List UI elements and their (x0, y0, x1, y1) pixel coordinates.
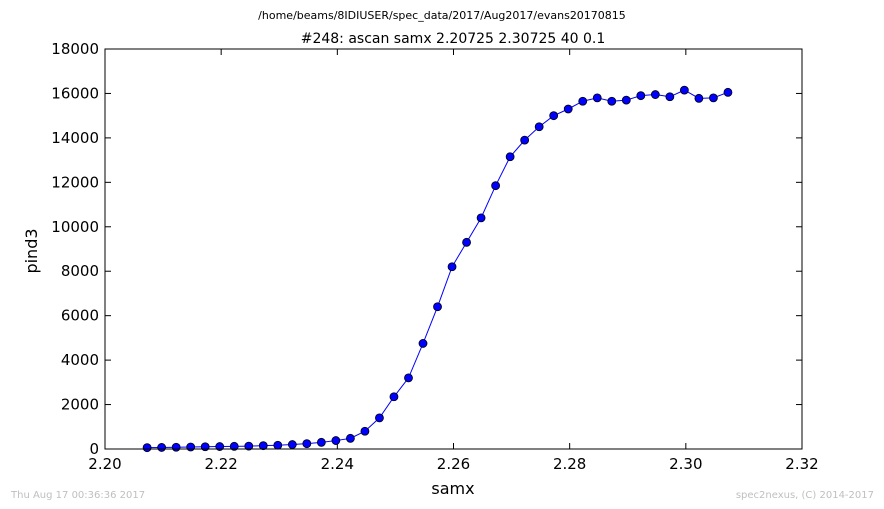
data-point-32 (607, 96, 617, 106)
data-point-24 (491, 181, 501, 191)
data-point-33 (621, 95, 631, 105)
data-point-8 (258, 441, 268, 451)
y-tick-label: 6000 (61, 307, 99, 325)
data-point-25 (505, 152, 515, 162)
data-point-9 (273, 440, 283, 450)
x-tick-label: 2.20 (88, 455, 121, 473)
data-point-11 (302, 439, 312, 449)
data-point-4 (200, 442, 210, 452)
data-point-23 (476, 213, 486, 223)
y-tick-label: 14000 (51, 129, 99, 147)
plot-frame (104, 48, 803, 450)
data-point-27 (534, 122, 544, 132)
data-point-39 (709, 93, 718, 103)
data-point-10 (287, 440, 297, 449)
y-tick-label: 10000 (51, 218, 99, 236)
footer-credit: spec2nexus, (C) 2014-2017 (735, 490, 874, 501)
data-point-40 (723, 87, 733, 97)
data-point-14 (346, 433, 355, 443)
chart-suptitle: /home/beams/8IDIUSER/spec_data/2017/Aug2… (258, 9, 626, 22)
data-point-19 (418, 339, 428, 348)
data-point-0 (142, 443, 152, 453)
data-point-20 (433, 302, 442, 312)
data-point-38 (694, 93, 704, 103)
x-axis-label: samx (431, 479, 474, 498)
plot-area: 2.20 2.22 2.24 2.26 2.28 2.30 2.32 0 2000 4000 600… (51, 40, 818, 473)
x-tick-label: 2.30 (669, 455, 702, 473)
data-point-21 (447, 262, 457, 272)
data-point-22 (462, 237, 471, 247)
data-point-16 (375, 413, 384, 423)
y-tick-label: 0 (89, 440, 99, 458)
data-point-35 (650, 90, 660, 99)
data-point-29 (563, 104, 573, 114)
data-point-37 (679, 85, 689, 95)
x-tick-label: 2.28 (553, 455, 586, 473)
y-tick-label: 2000 (61, 396, 99, 414)
data-point-3 (186, 442, 196, 452)
data-point-17 (389, 392, 399, 402)
data-point-12 (316, 437, 326, 447)
data-point-34 (636, 91, 646, 101)
data-point-2 (171, 442, 181, 452)
data-point-6 (229, 441, 239, 451)
x-tick-label: 2.24 (321, 455, 354, 473)
data-point-13 (331, 436, 341, 445)
data-point-1 (157, 443, 167, 452)
data-point-26 (520, 135, 530, 145)
data-point-7 (244, 441, 254, 451)
chart-title: #248: ascan samx 2.20725 2.30725 40 0.1 (301, 31, 606, 47)
y-tick-label: 8000 (61, 262, 99, 280)
data-point-18 (404, 373, 413, 383)
y-tick-label: 12000 (51, 173, 99, 191)
y-tick-label: 4000 (61, 351, 99, 369)
data-point-15 (360, 426, 370, 436)
footer-timestamp: Thu Aug 17 00:36:36 2017 (11, 490, 146, 501)
x-tick-label: 2.22 (204, 455, 237, 473)
y-axis-label: pind3 (22, 228, 41, 273)
y-tick-label: 16000 (51, 84, 99, 102)
data-point-36 (665, 92, 675, 102)
x-tick-label: 2.26 (437, 455, 470, 473)
data-point-28 (549, 111, 559, 121)
data-point-31 (592, 93, 602, 103)
y-tick-label: 18000 (51, 40, 99, 58)
series-line-0 (147, 89, 729, 449)
x-tick-label: 2.32 (785, 455, 818, 473)
data-point-30 (578, 96, 588, 106)
